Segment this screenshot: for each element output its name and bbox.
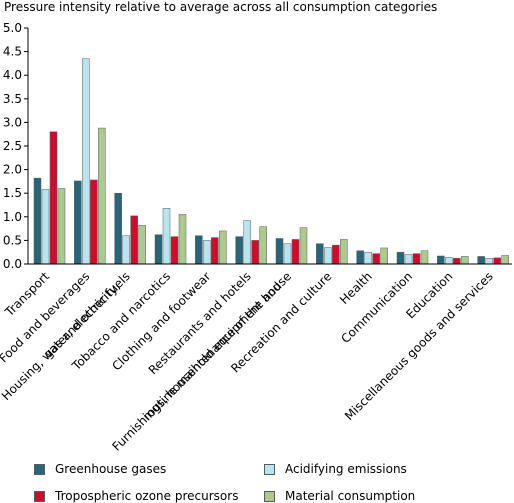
bar: [243, 220, 251, 265]
bar: [195, 235, 203, 265]
y-tick-label: 2.5: [3, 139, 22, 153]
bar: [275, 238, 284, 265]
bar: [82, 58, 90, 265]
bar: [420, 250, 429, 265]
chart-title: Pressure intensity relative to average a…: [4, 0, 437, 14]
bar: [332, 244, 340, 265]
bar: [162, 208, 171, 265]
bar: [501, 255, 509, 265]
legend-label: Acidifying emissions: [285, 462, 407, 476]
bar: [493, 257, 501, 265]
bar: [57, 188, 66, 265]
y-tick-label: 4.0: [3, 68, 22, 82]
y-axis: 0.0 0.5 1.0 1.5 2.0 2.5 3.0 3.5 4.0 4.5 5.0: [3, 21, 29, 271]
legend-swatch: [34, 463, 45, 475]
bar: [251, 240, 259, 265]
bar: [364, 251, 372, 265]
y-tick-label: 3.0: [3, 115, 22, 129]
legend-swatch: [264, 490, 275, 502]
bar: [259, 226, 267, 265]
bar: [316, 243, 324, 265]
x-tick-label: Communication: [338, 269, 415, 346]
bar: [324, 247, 332, 265]
bar: [74, 180, 82, 265]
legend-label: Material consumption: [285, 489, 416, 503]
bar: [299, 227, 308, 265]
x-tick-label: routine maintenance of the house: [140, 269, 294, 423]
bar: [178, 214, 187, 265]
legend-label: Tropospheric ozone precursors: [55, 489, 239, 503]
bar: [235, 236, 243, 265]
bar: [437, 255, 445, 265]
legend-swatch: [34, 490, 45, 502]
y-tick-label: 0.5: [3, 233, 22, 247]
bar: [138, 225, 146, 265]
legend-swatch: [264, 463, 275, 475]
bar: [211, 237, 219, 265]
legend-label: Greenhouse gases: [55, 462, 167, 476]
bar: [219, 230, 227, 265]
bar: [485, 258, 493, 265]
bar: [98, 127, 106, 265]
bar: [412, 253, 421, 265]
legend-item-material-consumption: Material consumption: [264, 489, 415, 503]
bar: [130, 215, 138, 265]
y-tick-label: 3.5: [3, 92, 22, 106]
bar: [404, 254, 413, 265]
bar: [445, 257, 453, 265]
legend-item-acidifying-emissions: Acidifying emissions: [264, 462, 407, 476]
bars: [33, 58, 509, 265]
bar: [453, 258, 461, 265]
bar: [49, 131, 58, 265]
bar: [372, 253, 380, 265]
legend-item-greenhouse-gases: Greenhouse gases: [34, 462, 166, 476]
legend-item-tropospheric-ozone-precursors: Tropospheric ozone precursors: [34, 489, 238, 503]
y-tick-label: 1.5: [3, 186, 22, 200]
bar: [122, 235, 130, 265]
y-tick-label: 5.0: [3, 21, 22, 35]
bar: [477, 256, 485, 265]
bar: [356, 250, 364, 265]
bar: [203, 240, 211, 265]
y-tick-label: 0.0: [3, 257, 22, 271]
bar: [291, 239, 300, 265]
bar: [380, 247, 388, 265]
x-tick-label: Miscellaneous goods and services: [342, 269, 496, 423]
y-tick-label: 2.0: [3, 163, 22, 177]
bar: [41, 189, 50, 265]
y-tick-label: 4.5: [3, 45, 22, 59]
bar: [283, 243, 292, 265]
bar: [33, 177, 42, 265]
bar: [396, 251, 405, 265]
bar: [114, 192, 122, 265]
bar: [170, 236, 179, 265]
bar: [154, 234, 163, 265]
bar: [340, 239, 348, 265]
bar: [90, 179, 98, 265]
bar: [461, 256, 469, 265]
y-tick-label: 1.0: [3, 210, 22, 224]
x-tick-label: Health: [337, 269, 375, 307]
